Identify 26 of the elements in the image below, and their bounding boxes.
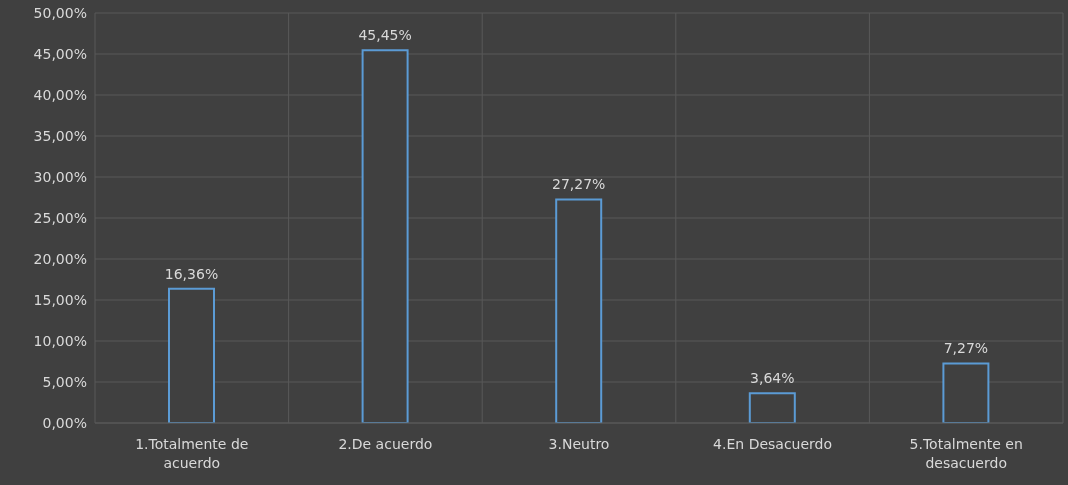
- bar: [748, 392, 796, 423]
- x-tick-label: 4.En Desacuerdo: [713, 436, 833, 452]
- data-label: 45,45%: [358, 27, 412, 44]
- bar: [555, 198, 603, 423]
- y-tick-label: 10,00%: [33, 332, 87, 349]
- x-tick-label: 3.Neutro: [548, 436, 610, 452]
- bar: [361, 49, 409, 423]
- data-label: 3,64%: [750, 370, 795, 387]
- x-tick-label: 5.Totalmente en desacuerdo: [909, 436, 1023, 471]
- y-tick-label: 50,00%: [33, 4, 87, 21]
- y-tick-label: 30,00%: [33, 168, 87, 185]
- y-tick-label: 45,00%: [33, 45, 87, 62]
- y-tick-label: 0,00%: [42, 414, 87, 431]
- bar: [942, 362, 990, 423]
- data-label: 16,36%: [164, 265, 219, 282]
- y-tick-label: 5,00%: [42, 373, 87, 390]
- y-tick-label: 35,00%: [33, 127, 87, 144]
- y-tick-label: 20,00%: [33, 250, 87, 267]
- bar: [168, 287, 215, 423]
- data-label: 7,27%: [943, 340, 989, 357]
- y-tick-label: 15,00%: [33, 291, 87, 308]
- x-tick-label: 1.Totalmente de acuerdo: [135, 436, 249, 471]
- data-label: 27,27%: [552, 176, 606, 193]
- y-tick-label: 40,00%: [33, 86, 87, 103]
- y-tick-label: 25,00%: [33, 209, 87, 226]
- x-tick-label: 2.De acuerdo: [338, 436, 433, 452]
